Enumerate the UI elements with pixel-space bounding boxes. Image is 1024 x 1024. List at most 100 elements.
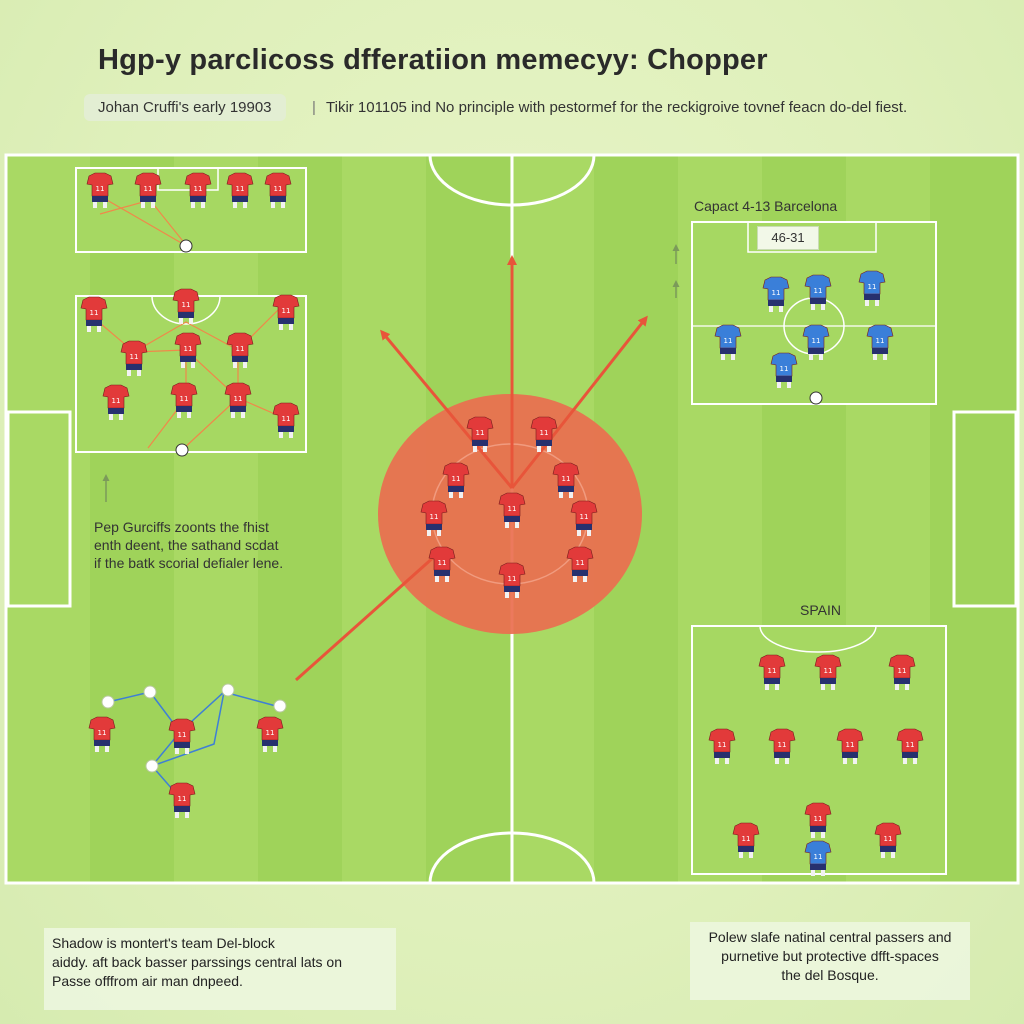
svg-text:11: 11	[814, 287, 823, 295]
svg-text:11: 11	[282, 415, 291, 423]
player-red: 11	[442, 462, 470, 498]
player-red: 11	[566, 546, 594, 582]
svg-text:11: 11	[96, 185, 105, 193]
svg-text:11: 11	[236, 345, 245, 353]
spain-label: SPAIN	[800, 602, 841, 618]
svg-text:11: 11	[772, 289, 781, 297]
player-blue: 11	[866, 324, 894, 360]
svg-text:11: 11	[180, 395, 189, 403]
page-title: Hgp-y parclicoss dfferatiion memecyy: Ch…	[98, 44, 768, 76]
barcelona-board: 46-31	[757, 226, 819, 250]
svg-text:11: 11	[90, 309, 99, 317]
svg-text:11: 11	[178, 731, 187, 739]
svg-text:11: 11	[144, 185, 153, 193]
player-red: 11	[256, 716, 284, 752]
player-blue: 11	[858, 270, 886, 306]
svg-text:11: 11	[846, 741, 855, 749]
player-red: 11	[86, 172, 114, 208]
svg-text:11: 11	[580, 513, 589, 521]
player-red: 11	[732, 822, 760, 858]
player-red: 11	[226, 332, 254, 368]
svg-text:11: 11	[898, 667, 907, 675]
player-red: 11	[170, 382, 198, 418]
svg-text:11: 11	[576, 559, 585, 567]
svg-text:11: 11	[540, 429, 549, 437]
player-red: 11	[226, 172, 254, 208]
subtitle-left: Johan Cruffi's early 19903	[84, 94, 286, 121]
player-blue: 11	[762, 276, 790, 312]
player-red: 11	[102, 384, 130, 420]
player-red: 11	[552, 462, 580, 498]
svg-text:11: 11	[194, 185, 203, 193]
svg-text:11: 11	[236, 185, 245, 193]
player-red: 11	[224, 382, 252, 418]
svg-text:11: 11	[476, 429, 485, 437]
player-red: 11	[570, 500, 598, 536]
pep-note: Pep Gurciffs zoonts the fhist enth deent…	[94, 518, 334, 572]
note-left: Shadow is montert's team Del-block aiddy…	[44, 928, 396, 1010]
svg-text:11: 11	[234, 395, 243, 403]
note-right: Polew slafe natinal central passers and …	[690, 922, 970, 1000]
player-red: 11	[172, 288, 200, 324]
player-red: 11	[836, 728, 864, 764]
note-left-line: aiddy. aft back basser parssings central…	[52, 954, 343, 970]
player-red: 11	[184, 172, 212, 208]
svg-text:11: 11	[274, 185, 283, 193]
player-red: 11	[814, 654, 842, 690]
player-red: 11	[88, 716, 116, 752]
player-red: 11	[896, 728, 924, 764]
svg-text:11: 11	[814, 815, 823, 823]
player-blue: 11	[714, 324, 742, 360]
svg-text:11: 11	[724, 337, 733, 345]
player-red: 11	[758, 654, 786, 690]
svg-text:11: 11	[868, 283, 877, 291]
subtitle-separator: |	[312, 99, 316, 116]
note-right-line: the del Bosque.	[781, 967, 879, 983]
svg-text:11: 11	[452, 475, 461, 483]
svg-text:11: 11	[130, 353, 139, 361]
svg-text:11: 11	[112, 397, 121, 405]
player-red: 11	[708, 728, 736, 764]
barcelona-label: Capact 4-13 Barcelona	[694, 198, 838, 214]
player-blue: 11	[804, 840, 832, 876]
svg-text:11: 11	[98, 729, 107, 737]
svg-text:11: 11	[780, 365, 789, 373]
player-red: 11	[466, 416, 494, 452]
svg-text:11: 11	[824, 667, 833, 675]
svg-text:11: 11	[508, 505, 517, 513]
player-red: 11	[428, 546, 456, 582]
balls	[175, 239, 823, 457]
player-red: 11	[498, 562, 526, 598]
player-red: 11	[804, 802, 832, 838]
player-red: 11	[272, 294, 300, 330]
svg-text:11: 11	[508, 575, 517, 583]
pep-note-line: enth deent, the sathand scdat	[94, 537, 279, 553]
player-red: 11	[888, 654, 916, 690]
player-red: 11	[768, 728, 796, 764]
svg-text:11: 11	[184, 345, 193, 353]
svg-text:11: 11	[876, 337, 885, 345]
player-red: 11	[168, 782, 196, 818]
pep-note-line: Pep Gurciffs zoonts the fhist	[94, 519, 269, 535]
player-blue: 11	[804, 274, 832, 310]
player-red: 11	[874, 822, 902, 858]
player-red: 11	[272, 402, 300, 438]
player-red: 11	[80, 296, 108, 332]
svg-text:11: 11	[282, 307, 291, 315]
player-red: 11	[120, 340, 148, 376]
player-red: 11	[420, 500, 448, 536]
svg-text:11: 11	[718, 741, 727, 749]
player-red: 11	[498, 492, 526, 528]
svg-text:11: 11	[182, 301, 191, 309]
player-red: 11	[174, 332, 202, 368]
player-red: 11	[264, 172, 292, 208]
players-layer: 11 11 11 11 11 11 11 11 11 11 11 11 11 11 11 11 11 11 11 11…	[80, 172, 924, 876]
note-right-line: purnetive but protective dfft-spaces	[721, 948, 939, 964]
svg-text:11: 11	[778, 741, 787, 749]
player-red: 11	[134, 172, 162, 208]
note-right-line: Polew slafe natinal central passers and	[708, 929, 952, 945]
player-blue: 11	[770, 352, 798, 388]
svg-text:11: 11	[266, 729, 275, 737]
svg-text:11: 11	[178, 795, 187, 803]
